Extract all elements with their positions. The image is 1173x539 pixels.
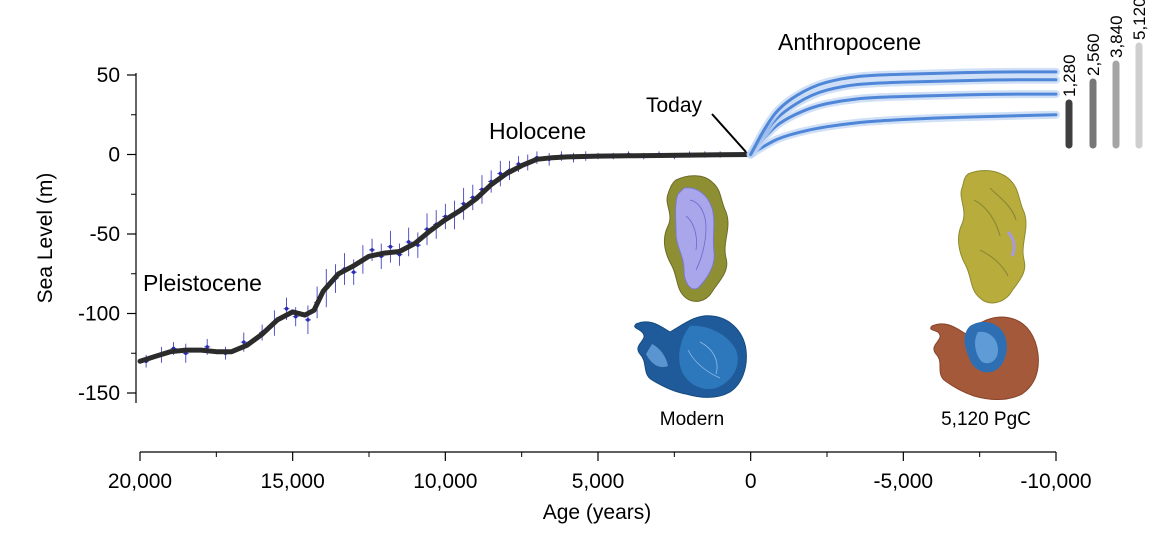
proxy-point (284, 306, 289, 311)
legend-label: 5,120 (1130, 0, 1149, 40)
legend-label: 1,280 (1060, 54, 1079, 97)
today-pointer-line (711, 113, 747, 153)
y-tick-label: 0 (108, 144, 120, 167)
annotation-holocene: Holocene (489, 118, 586, 144)
proxy-point (205, 345, 209, 349)
proxy-point (406, 240, 411, 244)
x-tick-label: 10,000 (413, 470, 477, 493)
proxy-point (242, 340, 246, 344)
y-tick-label: 50 (97, 64, 120, 87)
y-tick-label: -150 (78, 382, 120, 405)
y-tick-label: -100 (78, 303, 120, 326)
annotation-anthropocene: Anthropocene (778, 29, 921, 55)
y-axis-ticks: 50 0 -50 -100 -150 (78, 64, 136, 405)
emission-legend: 1,280 2,560 3,840 5,120 (1060, 0, 1149, 149)
x-tick-label: 15,000 (261, 470, 325, 493)
proxy-point (351, 270, 356, 274)
x-tick-label: 5,000 (572, 470, 625, 493)
proxy-point (293, 314, 298, 319)
future-projection-lines (746, 67, 1060, 159)
map-label-modern: Modern (660, 409, 724, 430)
y-axis-title: Sea Level (m) (34, 173, 57, 304)
legend-label: 3,840 (1107, 15, 1126, 58)
greenland-future-map (958, 170, 1027, 304)
past-sea-level-line (137, 152, 754, 364)
greenland-modern-map (664, 175, 729, 302)
proxy-point (370, 248, 374, 252)
antarctica-modern-map (634, 315, 747, 398)
legend-label: 2,560 (1084, 33, 1103, 76)
annotation-pleistocene: Pleistocene (143, 270, 262, 296)
future-projection-line (749, 70, 1058, 156)
x-tick-label: -10,000 (1020, 470, 1091, 493)
x-axis-title: Age (years) (543, 501, 652, 524)
proxy-point (306, 318, 310, 322)
map-label-future: 5,120 PgC (941, 409, 1031, 430)
x-tick-label: -5,000 (874, 470, 934, 493)
x-tick-label: 20,000 (108, 470, 172, 493)
x-tick-label: 0 (745, 470, 757, 493)
proxy-point (388, 244, 393, 249)
y-tick-label: -50 (90, 223, 120, 246)
x-axis-ticks: 20,000 15,000 10,000 5,000 0 -5,000 -10,000 (108, 452, 1092, 493)
future-projection-line (749, 113, 1058, 156)
antarctica-future-map (930, 316, 1039, 400)
annotation-today: Today (646, 94, 703, 117)
